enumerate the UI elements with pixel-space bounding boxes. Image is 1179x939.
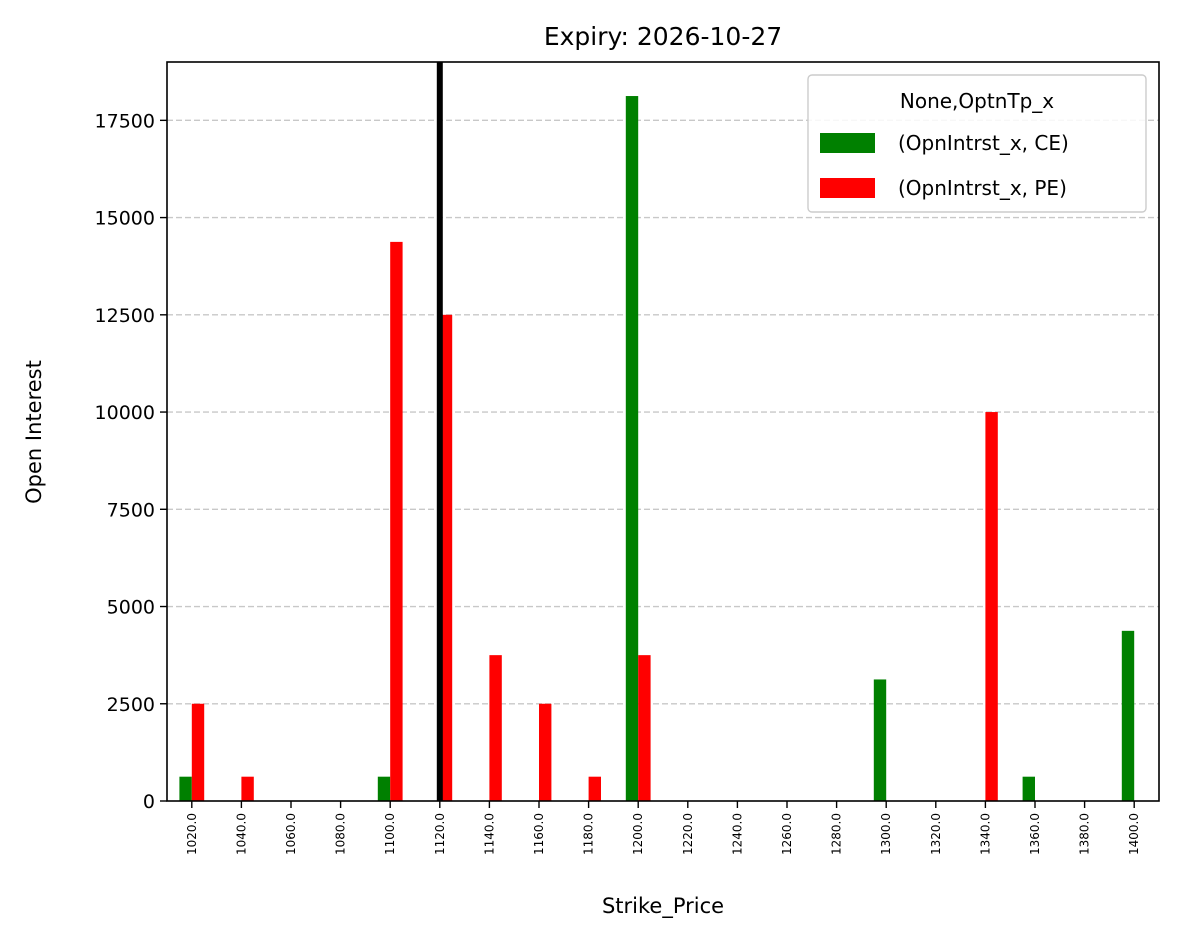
y-tick-label: 0: [143, 791, 155, 813]
x-tick-label: 1240.0: [730, 813, 744, 855]
bar-pe-1120.0: [439, 314, 453, 801]
x-tick-label: 1100.0: [383, 813, 397, 855]
x-axis-label: Strike_Price: [602, 894, 724, 919]
x-tick-label: 1180.0: [582, 813, 596, 855]
y-axis-label: Open Interest: [22, 360, 46, 504]
y-tick-label: 12500: [95, 305, 155, 327]
bar-pe-1340.0: [985, 412, 998, 801]
x-tick-label: 1080.0: [334, 813, 348, 855]
bar-ce-1300.0: [873, 679, 887, 801]
bar-pe-1040.0: [241, 776, 254, 801]
y-tick-label: 10000: [95, 402, 155, 424]
legend-box: [807, 74, 1147, 213]
bar-ce-1100.0: [377, 776, 391, 801]
bar-pe-1200.0: [638, 655, 651, 801]
legend-swatch-ce: [820, 133, 875, 153]
y-grid: [167, 119, 1159, 705]
x-axis: 1020.0 1040.0 1060.0 1080.0 1100.0 1120.0 1140…: [185, 801, 1141, 855]
y-tick-label: 17500: [95, 110, 155, 132]
y-tick-label: 5000: [107, 597, 155, 619]
bar-pe-1140.0: [489, 655, 502, 801]
x-tick-label: 1320.0: [929, 813, 943, 855]
x-tick-label: 1200.0: [631, 813, 645, 855]
y-tick-label: 15000: [95, 208, 155, 230]
x-tick-label: 1400.0: [1127, 813, 1141, 855]
legend-title: None,OptnTp_x: [900, 89, 1054, 113]
bar-ce-1200.0: [625, 96, 639, 801]
legend: None,OptnTp_x (OpnIntrst_x, CE) (OpnIntrst…: [807, 74, 1147, 213]
x-tick-label: 1380.0: [1078, 813, 1092, 855]
x-tick-label: 1060.0: [284, 813, 298, 855]
legend-swatch-pe: [820, 178, 875, 198]
bars: [179, 96, 1135, 801]
x-tick-label: 1220.0: [681, 813, 695, 855]
bar-pe-1180.0: [588, 776, 601, 801]
legend-label-ce: (OpnIntrst_x, CE): [898, 131, 1069, 155]
bar-pe-1020.0: [191, 703, 205, 801]
bar-ce-1020.0: [179, 776, 192, 801]
x-tick-label: 1020.0: [185, 813, 199, 855]
bar-ce-1360.0: [1022, 776, 1035, 801]
x-tick-label: 1300.0: [879, 813, 893, 855]
x-tick-label: 1120.0: [433, 813, 447, 855]
x-tick-label: 1160.0: [532, 813, 546, 855]
bar-pe-1160.0: [539, 703, 552, 801]
x-tick-label: 1360.0: [1028, 813, 1042, 855]
x-tick-label: 1280.0: [830, 813, 844, 855]
y-tick-label: 2500: [107, 694, 155, 716]
chart-title: Expiry: 2026-10-27: [544, 22, 782, 51]
y-axis: 0 2500 5000 7500 10000 12500 15000 17500: [95, 110, 167, 813]
x-tick-label: 1340.0: [978, 813, 992, 855]
x-tick-label: 1040.0: [234, 813, 248, 855]
y-tick-label: 7500: [107, 499, 155, 521]
legend-label-pe: (OpnIntrst_x, PE): [898, 176, 1067, 200]
x-tick-label: 1260.0: [780, 813, 794, 855]
bar-ce-1400.0: [1121, 630, 1135, 801]
plot-frame: [166, 61, 1160, 802]
bar-pe-1100.0: [390, 241, 403, 801]
x-tick-label: 1140.0: [482, 813, 496, 855]
